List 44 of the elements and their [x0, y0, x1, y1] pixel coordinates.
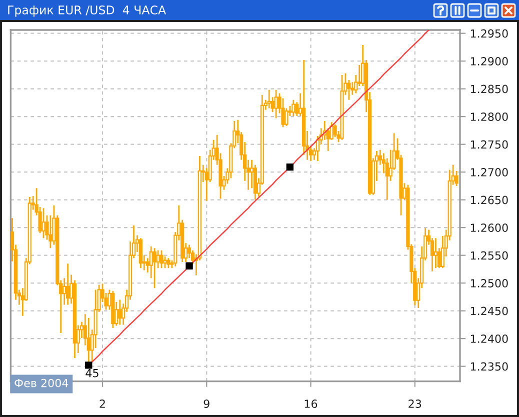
- x-tick-label: 9: [204, 400, 210, 408]
- candlestick: [156, 250, 160, 269]
- y-tick-label: 1.2950: [470, 29, 508, 38]
- y-tick-label: 1.2350: [470, 362, 508, 371]
- candlestick: [160, 250, 164, 269]
- chart-title: График EUR /USD 4 ЧАСА: [8, 5, 166, 17]
- y-tick-label: 1.2650: [470, 196, 508, 204]
- candlestick: [333, 124, 337, 138]
- candlestick: [284, 108, 288, 127]
- point: [85, 362, 92, 369]
- candlestick: [62, 277, 66, 306]
- annotation: Фев 2004: [14, 378, 68, 388]
- y-tick-label: 1.2400: [470, 334, 508, 343]
- y-tick-label: 1.2900: [470, 57, 508, 66]
- candlestick: [66, 262, 70, 306]
- y-tick-label: 1.2600: [470, 224, 508, 232]
- y-tick-label: 1.2550: [470, 251, 508, 260]
- candlestick: [292, 99, 296, 117]
- y-tick-label: 1.2850: [470, 84, 508, 94]
- candlestick: [152, 247, 156, 289]
- candlestick: [358, 64, 362, 87]
- candlestick: [166, 257, 170, 269]
- y-tick-label: 1.2500: [470, 279, 508, 288]
- candlestick: [163, 256, 167, 269]
- point: [286, 163, 294, 171]
- candlestick: [267, 89, 271, 109]
- candlestick: [347, 79, 351, 101]
- y-tick-label: 1.2750: [470, 140, 508, 149]
- y-tick-label: 1.2800: [470, 112, 508, 121]
- candlestick: [274, 89, 278, 119]
- candlestick: [350, 81, 354, 96]
- x-tick-label: 23: [408, 400, 422, 408]
- y-tick-label: 1.2700: [470, 168, 508, 176]
- candlestick: [281, 98, 285, 128]
- x-tick-label: 16: [304, 400, 318, 408]
- point: [186, 262, 193, 270]
- x-tick-label: 2: [100, 400, 105, 408]
- candlestick: [138, 237, 142, 269]
- candlestick: [48, 214, 52, 249]
- y-tick-label: 1.2450: [470, 306, 508, 316]
- annotation: 45: [86, 369, 98, 378]
- candlestick: [42, 207, 46, 239]
- candlestick: [118, 299, 122, 326]
- candlestick: [434, 237, 438, 269]
